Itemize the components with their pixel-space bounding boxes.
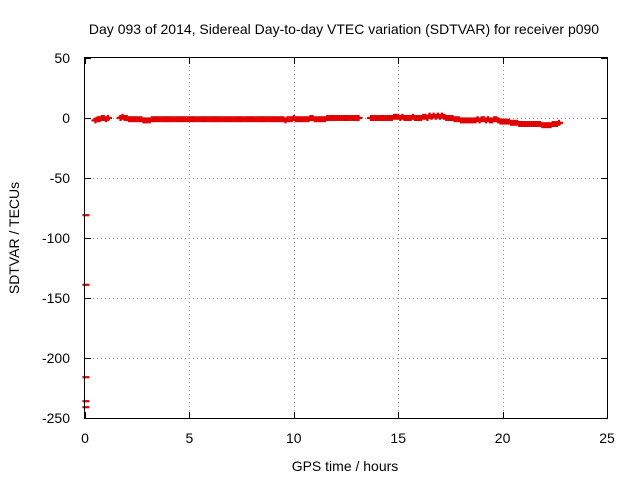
y-tick-label: -50 [50,170,70,186]
y-tick-label: -100 [42,230,70,246]
plot-frame [84,57,608,419]
x-tick-label: 15 [390,430,406,446]
y-tick-label: -250 [42,410,70,426]
data-point [103,115,112,121]
y-tick-label: 0 [62,110,70,126]
data-point [354,115,363,121]
chart-title: Day 093 of 2014, Sidereal Day-to-day VTE… [89,21,599,37]
y-tick-label: -200 [42,350,70,366]
y-tick-labels: 50 0 -50 -100 -150 -200 -250 [42,50,70,426]
x-tick-label: 25 [599,430,615,446]
x-axis-label: GPS time / hours [292,458,399,474]
data-point [554,119,563,126]
x-tick-label: 20 [495,430,511,446]
y-axis-label: SDTVAR / TECUs [6,182,22,294]
x-tick-labels: 0 5 10 15 20 25 [81,430,615,446]
data-series [82,112,563,409]
y-tick-label: -150 [42,290,70,306]
x-tick-label: 10 [286,430,302,446]
y-tick-label: 50 [54,50,70,66]
x-tick-label: 5 [186,430,194,446]
x-tick-label: 0 [81,430,89,446]
